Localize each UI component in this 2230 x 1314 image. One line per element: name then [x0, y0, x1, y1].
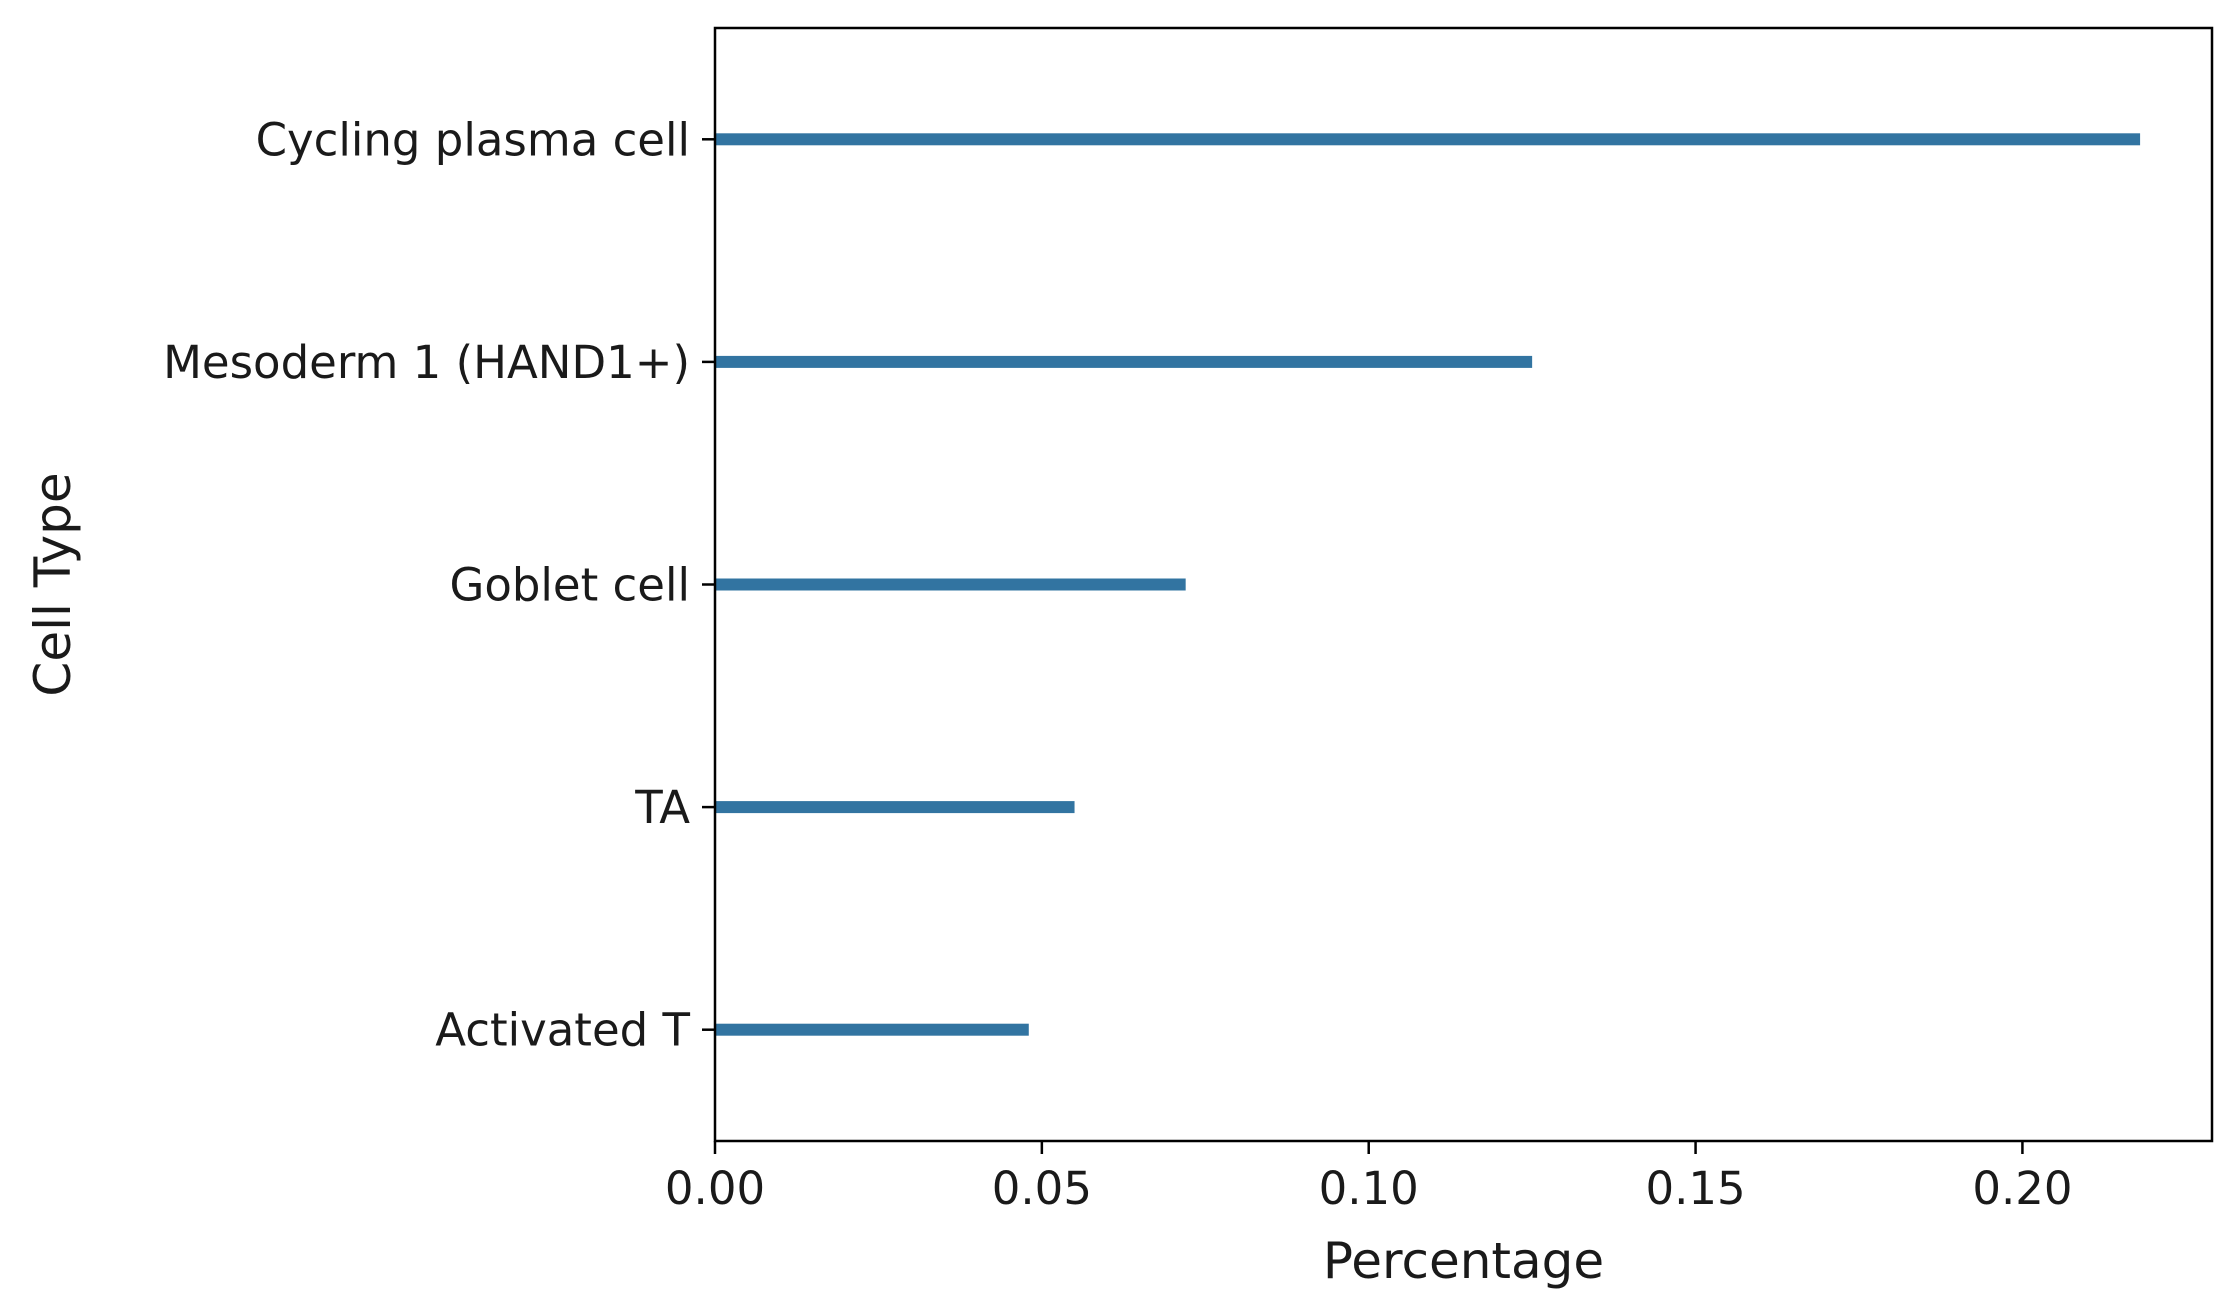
y-axis-title: Cell Type	[24, 472, 82, 696]
y-tick-label: TA	[634, 781, 690, 834]
y-tick-label: Goblet cell	[449, 559, 690, 612]
x-tick-label: 0.00	[665, 1162, 765, 1215]
bar	[715, 801, 1075, 814]
y-ticks: Cycling plasma cell Mesoderm 1 (HAND1+) Go…	[163, 113, 715, 1057]
bars-group	[715, 133, 2141, 1036]
x-tick-label: 0.15	[1645, 1162, 1745, 1215]
y-tick-label: Cycling plasma cell	[256, 113, 690, 166]
x-tick-label: 0.20	[1972, 1162, 2072, 1215]
x-ticks: 0.00 0.05 0.10 0.15 0.20	[665, 1141, 2073, 1215]
y-tick-label: Activated T	[435, 1004, 690, 1057]
bar	[715, 1023, 1029, 1036]
x-tick-label: 0.05	[992, 1162, 1092, 1215]
x-axis-title: Percentage	[1323, 1232, 1604, 1290]
y-tick-label: Mesoderm 1 (HAND1+)	[163, 336, 690, 389]
bar	[715, 355, 1533, 368]
bar	[715, 133, 2141, 146]
bar	[715, 578, 1186, 591]
plot-frame	[713, 26, 2214, 1143]
x-tick-label: 0.10	[1319, 1162, 1419, 1215]
